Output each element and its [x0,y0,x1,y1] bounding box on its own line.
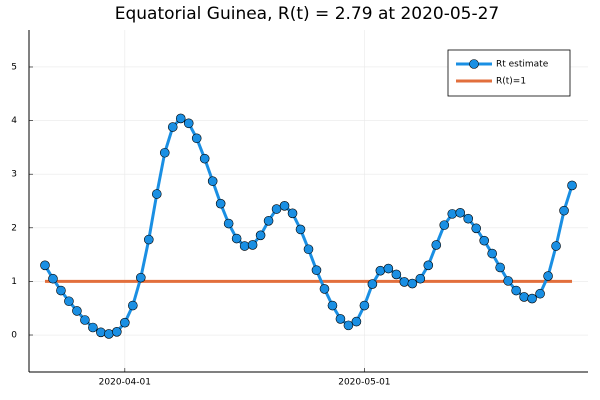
data-point [391,269,402,280]
data-point [559,205,569,216]
data-point [271,204,282,214]
data-point [503,276,513,286]
data-point [223,218,234,229]
data-point [383,263,394,274]
x-tick-label: 2020-04-01 [99,378,151,388]
data-point [207,176,218,186]
data-point [479,235,489,246]
x-tick-label: 2020-05-01 [338,378,390,388]
y-tick-label: 0 [11,331,17,341]
data-point [407,278,418,289]
data-point [495,262,505,273]
data-point [551,241,561,251]
data-point [415,273,426,284]
data-point [447,209,458,219]
data-point [527,293,537,304]
data-point [215,198,226,209]
data-point [88,322,98,333]
data-point [104,329,114,339]
data-point [463,213,474,224]
data-point [343,320,354,331]
data-point [120,317,130,328]
data-point [287,208,298,219]
data-point [455,207,466,218]
data-point [159,147,170,158]
data-point [487,248,497,259]
series-line [43,116,574,336]
data-point [231,233,242,244]
data-point [519,292,529,302]
data-point [151,189,162,199]
y-tick-label: 5 [11,62,17,72]
data-point [96,327,106,338]
y-tick-label: 2 [11,223,17,233]
data-point [319,284,330,294]
data-point [335,314,346,324]
data-point [311,265,322,275]
data-point [175,113,186,124]
legend-label: R(t)=1 [496,77,526,87]
data-point [167,122,178,132]
data-point [295,224,306,235]
data-point [40,260,50,271]
y-tick-label: 1 [11,277,17,287]
data-point [199,153,210,164]
data-point [375,265,386,276]
data-point [511,285,521,296]
y-tick-label: 4 [11,116,17,126]
data-point [423,260,434,271]
data-point [183,118,194,129]
data-point [80,315,90,325]
data-point [48,273,58,284]
legend-marker [469,59,479,69]
data-point [351,316,362,327]
data-point [439,220,450,230]
data-point [431,240,442,250]
data-point [399,277,410,287]
data-point [303,244,314,255]
data-point [112,326,122,337]
data-point [279,201,290,211]
data-point [136,272,146,283]
data-point [239,241,250,251]
data-point [255,230,266,241]
y-tick-label: 3 [11,170,17,180]
data-point [72,306,82,316]
legend-box [447,49,571,97]
data-point [56,285,66,296]
data-point [64,296,74,307]
data-point [327,300,338,311]
data-point [128,300,138,311]
data-point [263,216,274,226]
legend-label: Rt estimate [496,60,549,70]
data-point [247,240,258,250]
chart-title: Equatorial Guinea, R(t) = 2.79 at 2020-0… [115,4,500,24]
data-point [543,271,553,281]
data-point [567,180,577,191]
data-point [143,234,154,245]
data-point [471,223,482,234]
data-point [535,288,545,299]
data-point [191,133,202,144]
data-point [359,300,370,311]
data-point [367,279,378,289]
